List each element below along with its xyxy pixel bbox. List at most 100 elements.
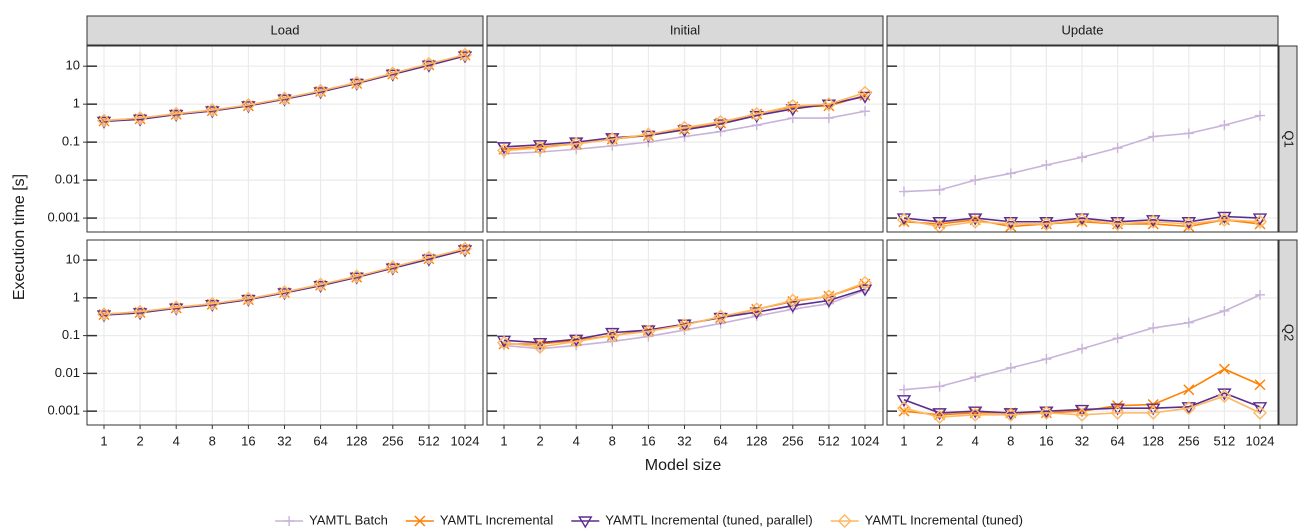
marker — [677, 120, 692, 135]
series-line — [903, 215, 1261, 223]
marker — [970, 372, 981, 383]
marker — [569, 334, 584, 349]
marker — [899, 384, 909, 395]
x-tick-label: 2 — [936, 433, 943, 448]
facet-strip — [886, 15, 1279, 46]
marker — [713, 114, 728, 129]
marker — [677, 318, 692, 333]
marker — [858, 275, 872, 290]
y-tick-label: 0.1 — [62, 327, 80, 342]
x-tick-label: 4 — [972, 433, 979, 448]
x-tick-label: 32 — [677, 433, 691, 448]
marker — [1074, 404, 1090, 417]
y-tick-label: 1 — [73, 289, 80, 304]
x-tick-label: 256 — [1178, 433, 1200, 448]
marker — [969, 407, 981, 419]
legend-label: YAMTL Incremental — [440, 512, 554, 527]
marker — [1253, 405, 1267, 420]
marker — [1003, 216, 1018, 231]
x-tick-label: 16 — [1039, 433, 1053, 448]
marker — [823, 113, 834, 124]
marker — [1077, 152, 1087, 163]
marker — [713, 309, 728, 324]
series-line — [503, 288, 866, 344]
marker — [277, 94, 292, 107]
marker — [1181, 216, 1196, 231]
marker — [785, 104, 801, 117]
marker — [821, 289, 836, 304]
marker — [821, 99, 837, 112]
marker — [969, 214, 981, 226]
x-tick-label: 8 — [1007, 433, 1014, 448]
x-tick-label: 2 — [536, 433, 543, 448]
marker — [605, 327, 620, 340]
legend-key-marker — [578, 516, 593, 529]
marker — [932, 410, 947, 424]
legend-key-marker — [284, 516, 295, 526]
marker — [97, 307, 111, 322]
facet-strip — [86, 15, 484, 46]
marker — [241, 101, 256, 114]
x-tick-label: 512 — [1214, 433, 1236, 448]
marker — [497, 335, 511, 350]
marker — [97, 113, 111, 128]
marker — [1255, 110, 1265, 121]
y-tick-label: 0.001 — [47, 403, 80, 418]
marker — [749, 107, 764, 122]
marker — [1041, 354, 1052, 365]
marker — [349, 75, 364, 90]
marker — [533, 141, 548, 156]
x-tick-label: 4 — [573, 433, 580, 448]
marker — [1252, 402, 1268, 415]
marker — [205, 106, 220, 119]
legend-label: YAMTL Incremental (tuned, parallel) — [605, 512, 812, 527]
marker — [96, 310, 112, 323]
marker — [349, 272, 364, 285]
marker — [1146, 214, 1161, 229]
series-line — [103, 53, 466, 122]
marker — [241, 294, 256, 307]
marker — [1110, 216, 1125, 231]
x-tick-label: 1 — [900, 433, 907, 448]
x-tick-label: 4 — [173, 433, 180, 448]
marker — [277, 288, 292, 301]
x-tick-label: 1024 — [851, 433, 880, 448]
marker — [1075, 407, 1089, 422]
y-tick-label: 1 — [73, 96, 80, 111]
marker — [168, 303, 184, 316]
x-tick-label: 1024 — [1246, 433, 1275, 448]
marker — [385, 260, 400, 275]
series-line — [103, 247, 466, 315]
series-line — [503, 91, 866, 152]
series-line — [903, 395, 1261, 418]
facet-strip — [1278, 239, 1298, 426]
x-tick-label: 128 — [1142, 433, 1164, 448]
legend-label: YAMTL Incremental (tuned) — [865, 512, 1023, 527]
marker — [857, 284, 873, 297]
marker — [313, 83, 328, 98]
series-line — [103, 55, 466, 123]
marker — [605, 132, 620, 147]
y-axis-title: Execution time [s] — [11, 174, 28, 300]
x-tick-label: 64 — [313, 433, 327, 448]
marker — [970, 175, 981, 186]
marker — [169, 300, 184, 315]
marker — [385, 66, 400, 81]
marker — [898, 405, 910, 417]
x-tick-label: 64 — [713, 433, 727, 448]
marker — [934, 381, 945, 392]
x-tick-label: 256 — [382, 433, 404, 448]
y-tick-label: 0.01 — [55, 365, 80, 380]
marker — [169, 106, 184, 121]
marker — [1075, 212, 1089, 227]
marker — [205, 299, 220, 313]
x-tick-label: 2 — [136, 433, 143, 448]
marker — [277, 91, 292, 106]
marker — [1077, 343, 1087, 354]
marker — [897, 401, 911, 416]
marker — [241, 291, 256, 306]
marker — [821, 97, 836, 112]
panel-border — [486, 45, 884, 233]
legend-key-marker — [414, 515, 426, 527]
marker — [133, 304, 148, 319]
